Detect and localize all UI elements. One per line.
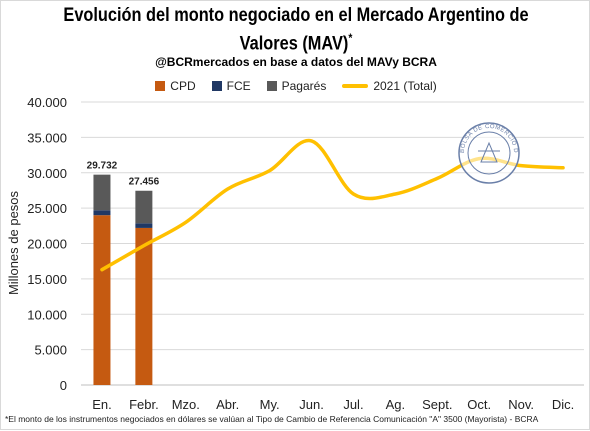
x-tick-label: Abr. — [216, 397, 239, 412]
x-tick-label: My. — [260, 397, 280, 412]
y-tick-label: 25.000 — [27, 201, 67, 216]
x-tick-label: Oct. — [467, 397, 491, 412]
bar-cpd — [135, 228, 152, 385]
seal-text: BOLSA DE COMERCIO DE ROSARIO — [1, 1, 518, 154]
y-tick-label: 40.000 — [27, 95, 67, 110]
bar-cpd — [93, 215, 110, 385]
bar-pagares — [135, 191, 152, 224]
y-tick-label: 0 — [60, 378, 67, 393]
x-tick-label: En. — [92, 397, 112, 412]
y-tick-label: 5.000 — [34, 343, 67, 358]
y-tick-label: 20.000 — [27, 237, 67, 252]
bar-fce — [135, 223, 152, 228]
bar-pagares — [93, 175, 110, 211]
footnote: *El monto de los instrumentos negociados… — [5, 414, 538, 424]
x-tick-label: Mzo. — [172, 397, 200, 412]
bar-fce — [93, 210, 110, 215]
y-tick-label: 15.000 — [27, 272, 67, 287]
x-tick-label: Nov. — [508, 397, 534, 412]
y-tick-label: 35.000 — [27, 130, 67, 145]
total-data-label: 29.732 — [87, 161, 118, 172]
x-tick-label: Dic. — [552, 397, 574, 412]
y-axis-label: Millones de pesos — [6, 190, 21, 295]
y-tick-label: 10.000 — [27, 307, 67, 322]
x-tick-label: Sept. — [422, 397, 452, 412]
x-tick-label: Jun. — [299, 397, 324, 412]
x-tick-label: Ag. — [386, 397, 406, 412]
total-data-label: 27.456 — [129, 177, 160, 188]
x-tick-label: Febr. — [129, 397, 159, 412]
y-tick-label: 30.000 — [27, 166, 67, 181]
x-tick-label: Jul. — [343, 397, 363, 412]
